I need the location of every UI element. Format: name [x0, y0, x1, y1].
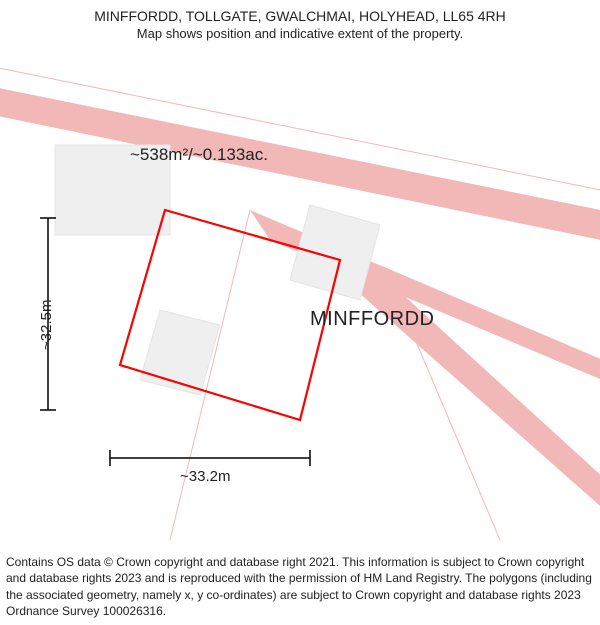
area-label: ~538m²/~0.133ac.: [130, 145, 268, 165]
footer-text: Contains OS data © Crown copyright and d…: [6, 554, 594, 619]
header-address: MINFFORDD, TOLLGATE, GWALCHMAI, HOLYHEAD…: [0, 8, 600, 24]
header-subtitle: Map shows position and indicative extent…: [0, 26, 600, 41]
height-dimension-label: ~32.5m: [38, 300, 55, 350]
roads-group: [0, 70, 600, 540]
map-svg: [0, 50, 600, 540]
map-area: ~538m²/~0.133ac. MINFFORDD ~33.2m ~32.5m: [0, 50, 600, 540]
header: MINFFORDD, TOLLGATE, GWALCHMAI, HOLYHEAD…: [0, 8, 600, 41]
place-label: MINFFORDD: [310, 308, 434, 331]
road-shape: [350, 260, 600, 540]
width-dimension-label: ~33.2m: [180, 468, 230, 485]
